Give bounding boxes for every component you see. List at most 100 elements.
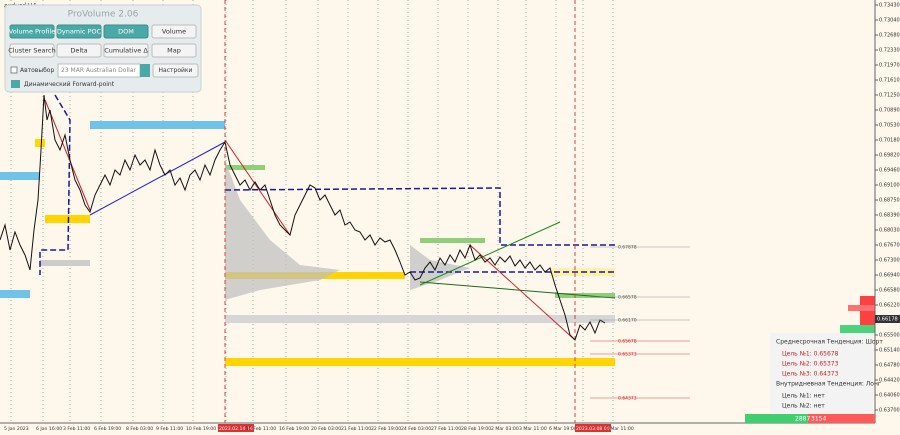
button[interactable]	[9, 43, 55, 58]
price-label: 0.69100	[879, 183, 900, 189]
price-label: 0.73430	[879, 3, 900, 9]
medium-trend: Среднесрочная Тенденция: Шорт	[776, 339, 883, 346]
price-label: 0.71970	[879, 63, 900, 69]
settings-button[interactable]	[152, 63, 199, 78]
price-label: 0.71610	[879, 78, 900, 84]
zone	[420, 238, 485, 243]
time-highlight	[575, 424, 611, 432]
button-label: Volume	[162, 28, 186, 36]
trend-line	[89, 141, 226, 216]
price-label: 0.68390	[879, 213, 900, 219]
level-label: 0.65678	[618, 339, 637, 345]
level-label: 0.67878	[618, 245, 637, 251]
price-label: 0.68030	[879, 228, 900, 234]
zone	[45, 215, 90, 223]
time-label: 8 Feb 03:00	[126, 426, 153, 432]
button-label: Cluster Search	[8, 47, 55, 55]
price-label: 0.69820	[879, 153, 900, 159]
zone	[225, 358, 615, 366]
time-label: 9 Mar 11:00	[606, 426, 634, 432]
button[interactable]	[151, 24, 197, 39]
dashed-line	[224, 187, 615, 246]
button[interactable]	[151, 43, 197, 58]
volume-bar-buy	[745, 414, 838, 423]
target: Цель №2: 0.65373	[782, 361, 839, 368]
time-label: 24 Feb 03:00	[401, 426, 431, 432]
time-label: 2023.02.14 16:00	[219, 426, 260, 432]
grid	[10, 0, 614, 423]
trend-line	[419, 221, 561, 286]
current-price: 0.66178	[877, 317, 898, 323]
price-label: 0.69460	[879, 168, 900, 174]
intraday-trend: Внутридневная Тенденция: Лонг	[776, 381, 881, 388]
zone	[225, 315, 615, 323]
target: Цель №1: 0.65678	[782, 351, 839, 358]
price-label: 0.70890	[879, 108, 900, 114]
time-label: 22 Feb 19:00	[371, 426, 401, 432]
price-label: 0.64420	[879, 378, 900, 384]
zone	[0, 290, 30, 298]
price-label: 0.64060	[879, 393, 900, 399]
zone	[90, 121, 225, 129]
price-label: 0.73040	[879, 18, 900, 24]
settings-label: Настройки	[159, 67, 193, 74]
level-label: 0.65373	[618, 352, 637, 358]
intraday-target: Цель №1: нет	[782, 393, 825, 400]
forward-label: Динамический Forward-point	[24, 81, 115, 88]
control-panel: ProVolume 2.06 Volume Profile Dynamic POC…	[4, 4, 202, 93]
button-label: Volume Profile	[9, 28, 55, 36]
info-bg	[770, 333, 873, 413]
zone	[35, 139, 45, 147]
time-label: 6 Jan 16:00	[36, 426, 62, 432]
level-label: 0.64373	[618, 396, 637, 402]
volume-buy: 2887	[795, 416, 810, 423]
button-label: Delta	[70, 47, 87, 55]
buttons: Volume Profile Dynamic POC DOM Volume Cluste…	[8, 24, 197, 58]
button-label: Map	[167, 47, 181, 55]
time-label: 2023.03.08 00:00	[576, 426, 617, 432]
button[interactable]	[103, 24, 149, 39]
button[interactable]	[56, 43, 102, 58]
time-label: 21 Feb 11:00	[341, 426, 371, 432]
time-label: 2 Mar 03:00	[491, 426, 519, 432]
time-label: 16 Feb 19:00	[279, 426, 309, 432]
time-label: 5 Jan 2023	[4, 426, 29, 432]
trend-line	[469, 244, 576, 341]
dashed-line	[39, 94, 71, 275]
time-label: 3 Mar 11:00	[519, 426, 547, 432]
toggle[interactable]	[11, 80, 20, 88]
current-price-box	[875, 315, 900, 323]
time-label: 10 Feb 19:00	[186, 426, 216, 432]
price-label: 0.65140	[879, 348, 900, 354]
price-label: 0.68750	[879, 198, 900, 204]
price-label: 0.66940	[879, 273, 900, 279]
volume-bar-sell	[808, 414, 875, 423]
price-label: 0.72680	[879, 33, 900, 39]
target: Цель №3: 0.64373	[782, 371, 839, 378]
trend-line	[224, 139, 291, 236]
button[interactable]	[56, 24, 102, 39]
button[interactable]	[103, 43, 149, 58]
price-label: 0.66220	[879, 303, 900, 309]
volume-profile	[840, 325, 875, 333]
price-label: 0.70180	[879, 138, 900, 144]
level-label: 0.66578	[618, 295, 637, 301]
price-label: 0.66580	[879, 288, 900, 294]
button-label: DOM	[118, 28, 134, 36]
price-labels: 0.73430 0.73040 0.72680 0.72330 0.71970 0.716…	[875, 3, 900, 414]
price-label: 0.67300	[879, 258, 900, 264]
time-label: 28 Feb 19:00	[461, 426, 491, 432]
price-line	[0, 94, 606, 341]
volume-sell: 3154	[811, 416, 826, 423]
checkbox[interactable]	[10, 66, 18, 74]
level-labels: 0.67878 0.66578 0.66170 0.65678 0.65373 0.643…	[590, 245, 690, 402]
time-highlight	[218, 424, 254, 432]
time-labels: 5 Jan 2023 6 Jan 16:00 3 Feb 11:00 6 Feb 19…	[4, 424, 634, 432]
instrument: 23 MAR Australian Dollar	[61, 67, 136, 74]
trend-line	[44, 99, 91, 211]
zone	[225, 165, 265, 170]
price-axis	[875, 0, 900, 435]
intraday-target: Цель №2: нет	[782, 403, 825, 410]
dropdown[interactable]	[140, 64, 150, 77]
button[interactable]	[9, 24, 55, 39]
